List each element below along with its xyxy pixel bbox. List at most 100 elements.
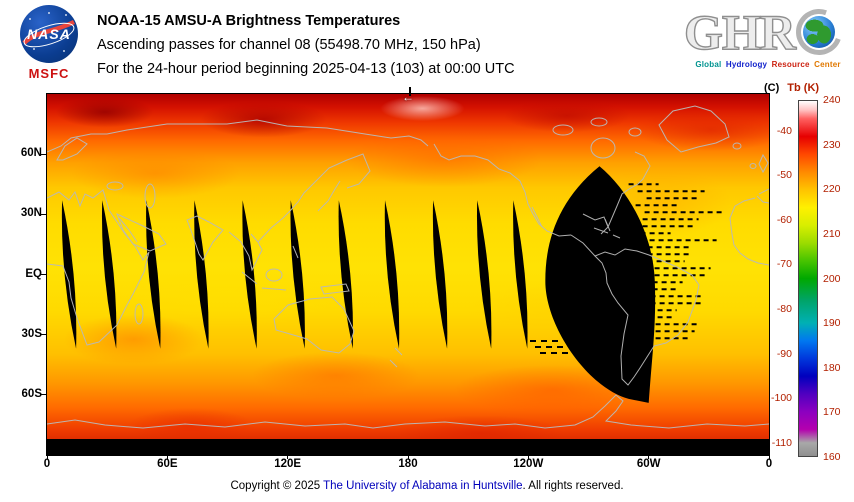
coastline-segment <box>734 197 756 207</box>
annotation-notch <box>409 87 411 96</box>
subtitle-channel: Ascending passes for channel 08 (55498.7… <box>97 37 481 53</box>
lat-tick <box>41 153 46 155</box>
ghrc-tagline-word: Hydrology <box>725 60 768 69</box>
coastline-segment <box>186 215 224 261</box>
orbit-gap-sliver <box>432 200 448 349</box>
ghrc-letter-r: R <box>759 4 797 60</box>
ghrc-tagline-word: Global <box>695 60 722 69</box>
lon-tick <box>768 455 770 459</box>
ghrc-tagline-word: Resource <box>771 60 810 69</box>
coastline-segment <box>241 271 258 285</box>
kelvin-label: 240 <box>823 94 841 106</box>
globe-icon <box>802 16 835 48</box>
lat-tick <box>41 213 46 215</box>
lat-label: EQ <box>25 267 42 280</box>
coastline-segment <box>756 188 769 204</box>
lat-label: 30S <box>21 327 42 340</box>
copyright-prefix: Copyright © 2025 <box>230 480 324 492</box>
kelvin-label: 220 <box>823 183 841 196</box>
coastline-segment <box>590 137 616 159</box>
coastline-segment <box>257 153 371 243</box>
orbit-gap-sliver <box>242 200 257 349</box>
coastline-segment <box>47 119 429 153</box>
orbit-gap-sliver <box>101 200 117 349</box>
kelvin-label: 190 <box>823 317 841 330</box>
coastline-segment <box>389 347 403 368</box>
page-title: NOAA-15 AMSU-A Brightness Temperatures <box>97 13 401 29</box>
coastline-segment <box>317 180 341 212</box>
coastline-segment <box>570 234 596 257</box>
coastline-segment <box>552 124 574 136</box>
lon-tick <box>166 455 168 459</box>
lat-tick <box>41 334 46 336</box>
ghrc-tagline-word: Center <box>814 60 841 69</box>
subtitle-period: For the 24-hour period beginning 2025-04… <box>97 61 515 77</box>
south-polar-gap <box>47 439 769 455</box>
ghrc-logo: G H R Global Hydrology Resource Center <box>683 1 852 69</box>
coastline-segment <box>582 213 609 235</box>
msfc-label: MSFC <box>28 66 70 81</box>
stars-icon <box>29 12 67 52</box>
lat-tick <box>41 394 46 396</box>
kelvin-label: 200 <box>823 272 841 285</box>
lon-tick <box>407 455 409 459</box>
coastline-segment <box>531 206 543 228</box>
nasa-wordmark: NASA <box>27 26 71 42</box>
lon-label: 0 <box>43 458 51 470</box>
no-data-swaths <box>47 166 769 455</box>
orbit-gap-sliver <box>194 200 209 349</box>
colorbar-title-celsius: (C) <box>764 82 780 94</box>
lon-label: 180 <box>398 458 418 470</box>
pass-direction-arrow: ← <box>402 90 414 104</box>
coastline-segment <box>594 248 700 386</box>
lat-tick <box>41 274 46 275</box>
coastline-segment <box>47 189 110 211</box>
nasa-orbit-icon <box>23 22 75 48</box>
coastline-segment <box>433 143 572 237</box>
celsius-label: -110 <box>771 436 792 449</box>
lat-label: 60S <box>21 387 42 400</box>
lon-label: 120E <box>274 458 302 470</box>
coastline-segment <box>118 217 138 243</box>
coastline-segment <box>47 394 769 429</box>
coastline-segment <box>320 283 350 295</box>
nasa-swoosh-icon <box>22 19 76 45</box>
coastline-segment <box>590 117 608 127</box>
title-block: NOAA-15 AMSU-A Brightness Temperatures A… <box>97 9 515 81</box>
copyright-suffix: . All rights reserved. <box>522 480 624 492</box>
lon-label: 120W <box>513 458 544 470</box>
colorbar-title: (C) Tb (K) <box>764 82 854 94</box>
coastline-segment <box>265 268 283 282</box>
map-overlay <box>47 105 769 455</box>
celsius-label: -50 <box>776 169 792 182</box>
ghrc-tagline: Global Hydrology Resource Center <box>684 60 852 69</box>
coastline-segment <box>758 153 769 174</box>
coastline-segment <box>628 127 642 137</box>
uah-link[interactable]: The University of Alabama in Huntsville <box>323 480 523 492</box>
lon-tick <box>527 455 529 459</box>
coastline-segment <box>729 205 769 266</box>
ghrc-letter-h: H <box>721 4 761 60</box>
kelvin-label: 210 <box>823 227 841 240</box>
celsius-label: -80 <box>776 303 792 316</box>
orbit-gap-sliver <box>290 200 305 349</box>
colorbar-title-kelvin: Tb (K) <box>787 82 820 94</box>
coastline-segment <box>228 231 263 272</box>
coastline-segment <box>106 181 124 191</box>
coastline-segment <box>144 183 156 209</box>
orbit-gap-sliver <box>338 200 354 349</box>
coastline-segment <box>604 218 611 232</box>
colorbar <box>798 100 818 457</box>
lon-tick <box>46 455 48 459</box>
ghrc-letter-g: G <box>683 4 723 60</box>
coastline-segment <box>273 296 355 354</box>
ghrc-letters: G H R <box>683 1 852 63</box>
coastline-segment <box>261 287 287 291</box>
coastline-segment <box>134 303 144 325</box>
orbit-gap-sliver <box>476 200 492 349</box>
coastline-segment <box>749 163 757 169</box>
coastline-segment <box>658 105 730 153</box>
coastline-segment <box>292 245 299 259</box>
orbit-gap-sliver <box>146 200 161 349</box>
